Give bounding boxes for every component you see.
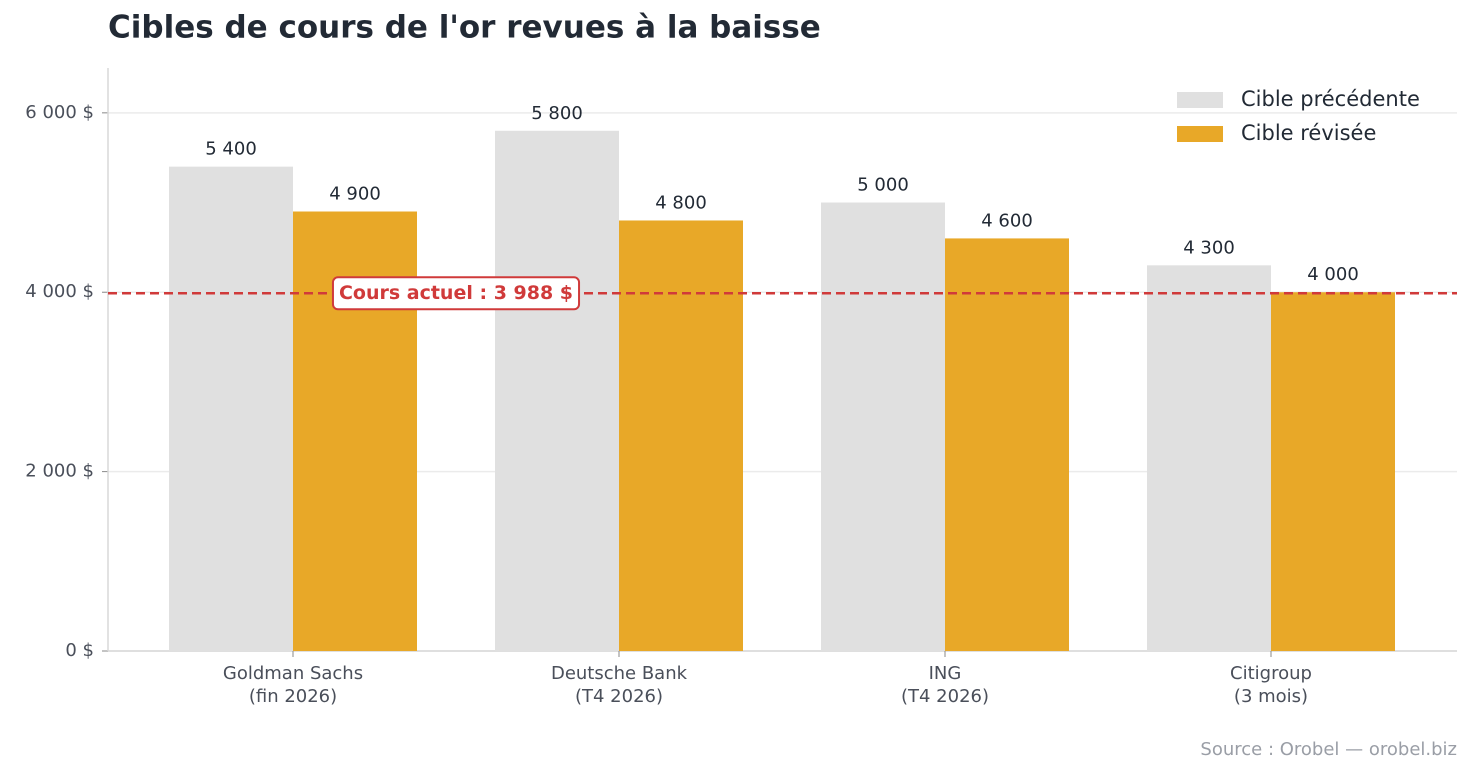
bar bbox=[821, 202, 945, 652]
bar bbox=[945, 238, 1069, 651]
value-label: 5 400 bbox=[205, 139, 257, 160]
legend-swatch bbox=[1177, 92, 1223, 108]
legend-label: Cible précédente bbox=[1241, 87, 1420, 111]
y-tick-label: 4 000 $ bbox=[25, 281, 94, 302]
value-label: 4 600 bbox=[981, 210, 1033, 231]
value-label: 4 300 bbox=[1183, 237, 1235, 258]
chart-title: Cibles de cours de l'or revues à la bais… bbox=[108, 10, 821, 46]
y-tick-label: 0 $ bbox=[65, 640, 94, 661]
x-tick-label: Deutsche Bank (T4 2026) bbox=[551, 663, 688, 707]
bar bbox=[1147, 265, 1271, 651]
reference-label-text: Cours actuel : 3 988 $ bbox=[339, 282, 573, 304]
bar bbox=[619, 220, 743, 651]
reference-label-box bbox=[331, 276, 581, 311]
y-tick-label: 6 000 $ bbox=[25, 102, 94, 123]
legend-label: Cible révisée bbox=[1241, 121, 1376, 145]
legend-swatch bbox=[1177, 126, 1223, 142]
x-tick-label: Citigroup (3 mois) bbox=[1230, 663, 1312, 707]
x-tick-label: Goldman Sachs (fin 2026) bbox=[223, 663, 363, 707]
bar bbox=[495, 130, 619, 652]
value-label: 4 800 bbox=[655, 192, 707, 213]
bar bbox=[1271, 292, 1395, 651]
value-label: 5 000 bbox=[857, 175, 909, 196]
reference-label: Cours actuel : 3 988 $ bbox=[331, 276, 581, 311]
value-label: 5 800 bbox=[531, 103, 583, 124]
y-tick-label: 2 000 $ bbox=[25, 461, 94, 482]
source: Source : Orobel — orobel.biz bbox=[1200, 739, 1457, 760]
value-label: 4 000 bbox=[1307, 264, 1359, 285]
x-tick-label: ING (T4 2026) bbox=[901, 663, 989, 707]
bar bbox=[169, 166, 293, 651]
value-label: 4 900 bbox=[329, 184, 381, 205]
